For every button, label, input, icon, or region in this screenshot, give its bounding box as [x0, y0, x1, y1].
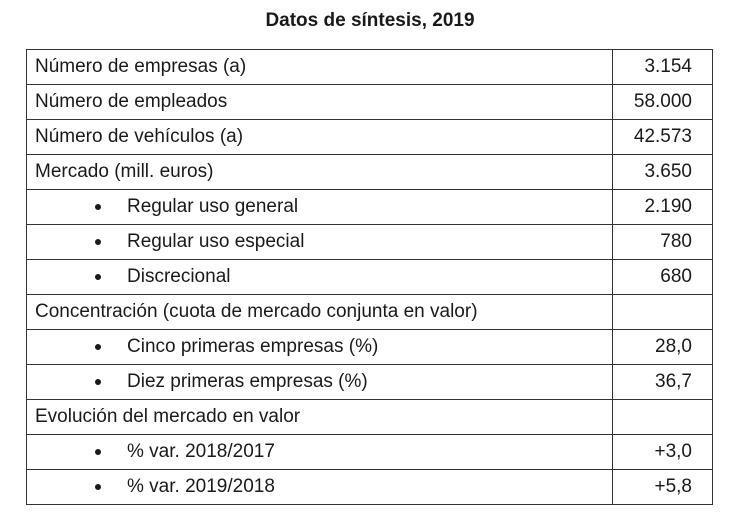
table-row: Evolución del mercado en valor — [26, 399, 713, 435]
row-label: Discrecional — [127, 265, 231, 287]
row-value — [612, 399, 713, 435]
row-label: Número de empleados — [26, 84, 613, 120]
table-row: Número de vehículos (a) 42.573 — [26, 119, 713, 155]
row-label: Número de empresas (a) — [26, 49, 613, 85]
row-value: 680 — [612, 259, 713, 295]
bullet-icon — [28, 370, 128, 392]
row-value: +5,8 — [612, 469, 713, 505]
table-row: Número de empresas (a) 3.154 — [26, 49, 713, 85]
table-row: Mercado (mill. euros) 3.650 — [26, 154, 713, 190]
row-label: Cinco primeras empresas (%) — [127, 335, 379, 357]
table-row: % var. 2018/2017 +3,0 — [26, 434, 713, 470]
table-row: Cinco primeras empresas (%) 28,0 — [26, 329, 713, 365]
table-row: Número de empleados 58.000 — [26, 84, 713, 120]
table-row: Discrecional 680 — [26, 259, 713, 295]
table-title: Datos de síntesis, 2019 — [265, 10, 475, 31]
bullet-icon — [28, 475, 128, 497]
row-label: % var. 2018/2017 — [127, 440, 275, 462]
row-label: Número de vehículos (a) — [26, 119, 613, 155]
row-label: Regular uso especial — [127, 230, 305, 252]
row-value: 2.190 — [612, 189, 713, 225]
table-row: % var. 2019/2018 +5,8 — [26, 469, 713, 505]
row-label: Diez primeras empresas (%) — [127, 370, 368, 392]
row-label-cell: Regular uso especial — [26, 224, 613, 260]
row-label: Evolución del mercado en valor — [26, 399, 613, 435]
row-label: Concentración (cuota de mercado conjunta… — [26, 294, 613, 330]
row-label-cell: % var. 2018/2017 — [26, 434, 613, 470]
row-label: Mercado (mill. euros) — [26, 154, 613, 190]
row-value: 780 — [612, 224, 713, 260]
bullet-icon — [28, 440, 128, 462]
table-row: Concentración (cuota de mercado conjunta… — [26, 294, 713, 330]
row-value: 3.154 — [612, 49, 713, 85]
row-label-cell: Discrecional — [26, 259, 613, 295]
row-value: +3,0 — [612, 434, 713, 470]
row-label-cell: Cinco primeras empresas (%) — [26, 329, 613, 365]
row-value: 28,0 — [612, 329, 713, 365]
synthesis-table: Número de empresas (a) 3.154 Número de e… — [26, 49, 713, 505]
row-value: 36,7 — [612, 364, 713, 400]
row-value: 3.650 — [612, 154, 713, 190]
row-value: 42.573 — [612, 119, 713, 155]
row-label: Regular uso general — [127, 195, 299, 217]
row-value — [612, 294, 713, 330]
bullet-icon — [28, 265, 128, 287]
table-row: Regular uso especial 780 — [26, 224, 713, 260]
row-label-cell: % var. 2019/2018 — [26, 469, 613, 505]
row-label-cell: Diez primeras empresas (%) — [26, 364, 613, 400]
table-row: Diez primeras empresas (%) 36,7 — [26, 364, 713, 400]
row-label-cell: Regular uso general — [26, 189, 613, 225]
row-value: 58.000 — [612, 84, 713, 120]
bullet-icon — [28, 195, 128, 217]
bullet-icon — [28, 335, 128, 357]
bullet-icon — [28, 230, 128, 252]
table-row: Regular uso general 2.190 — [26, 189, 713, 225]
row-label: % var. 2019/2018 — [127, 475, 275, 497]
